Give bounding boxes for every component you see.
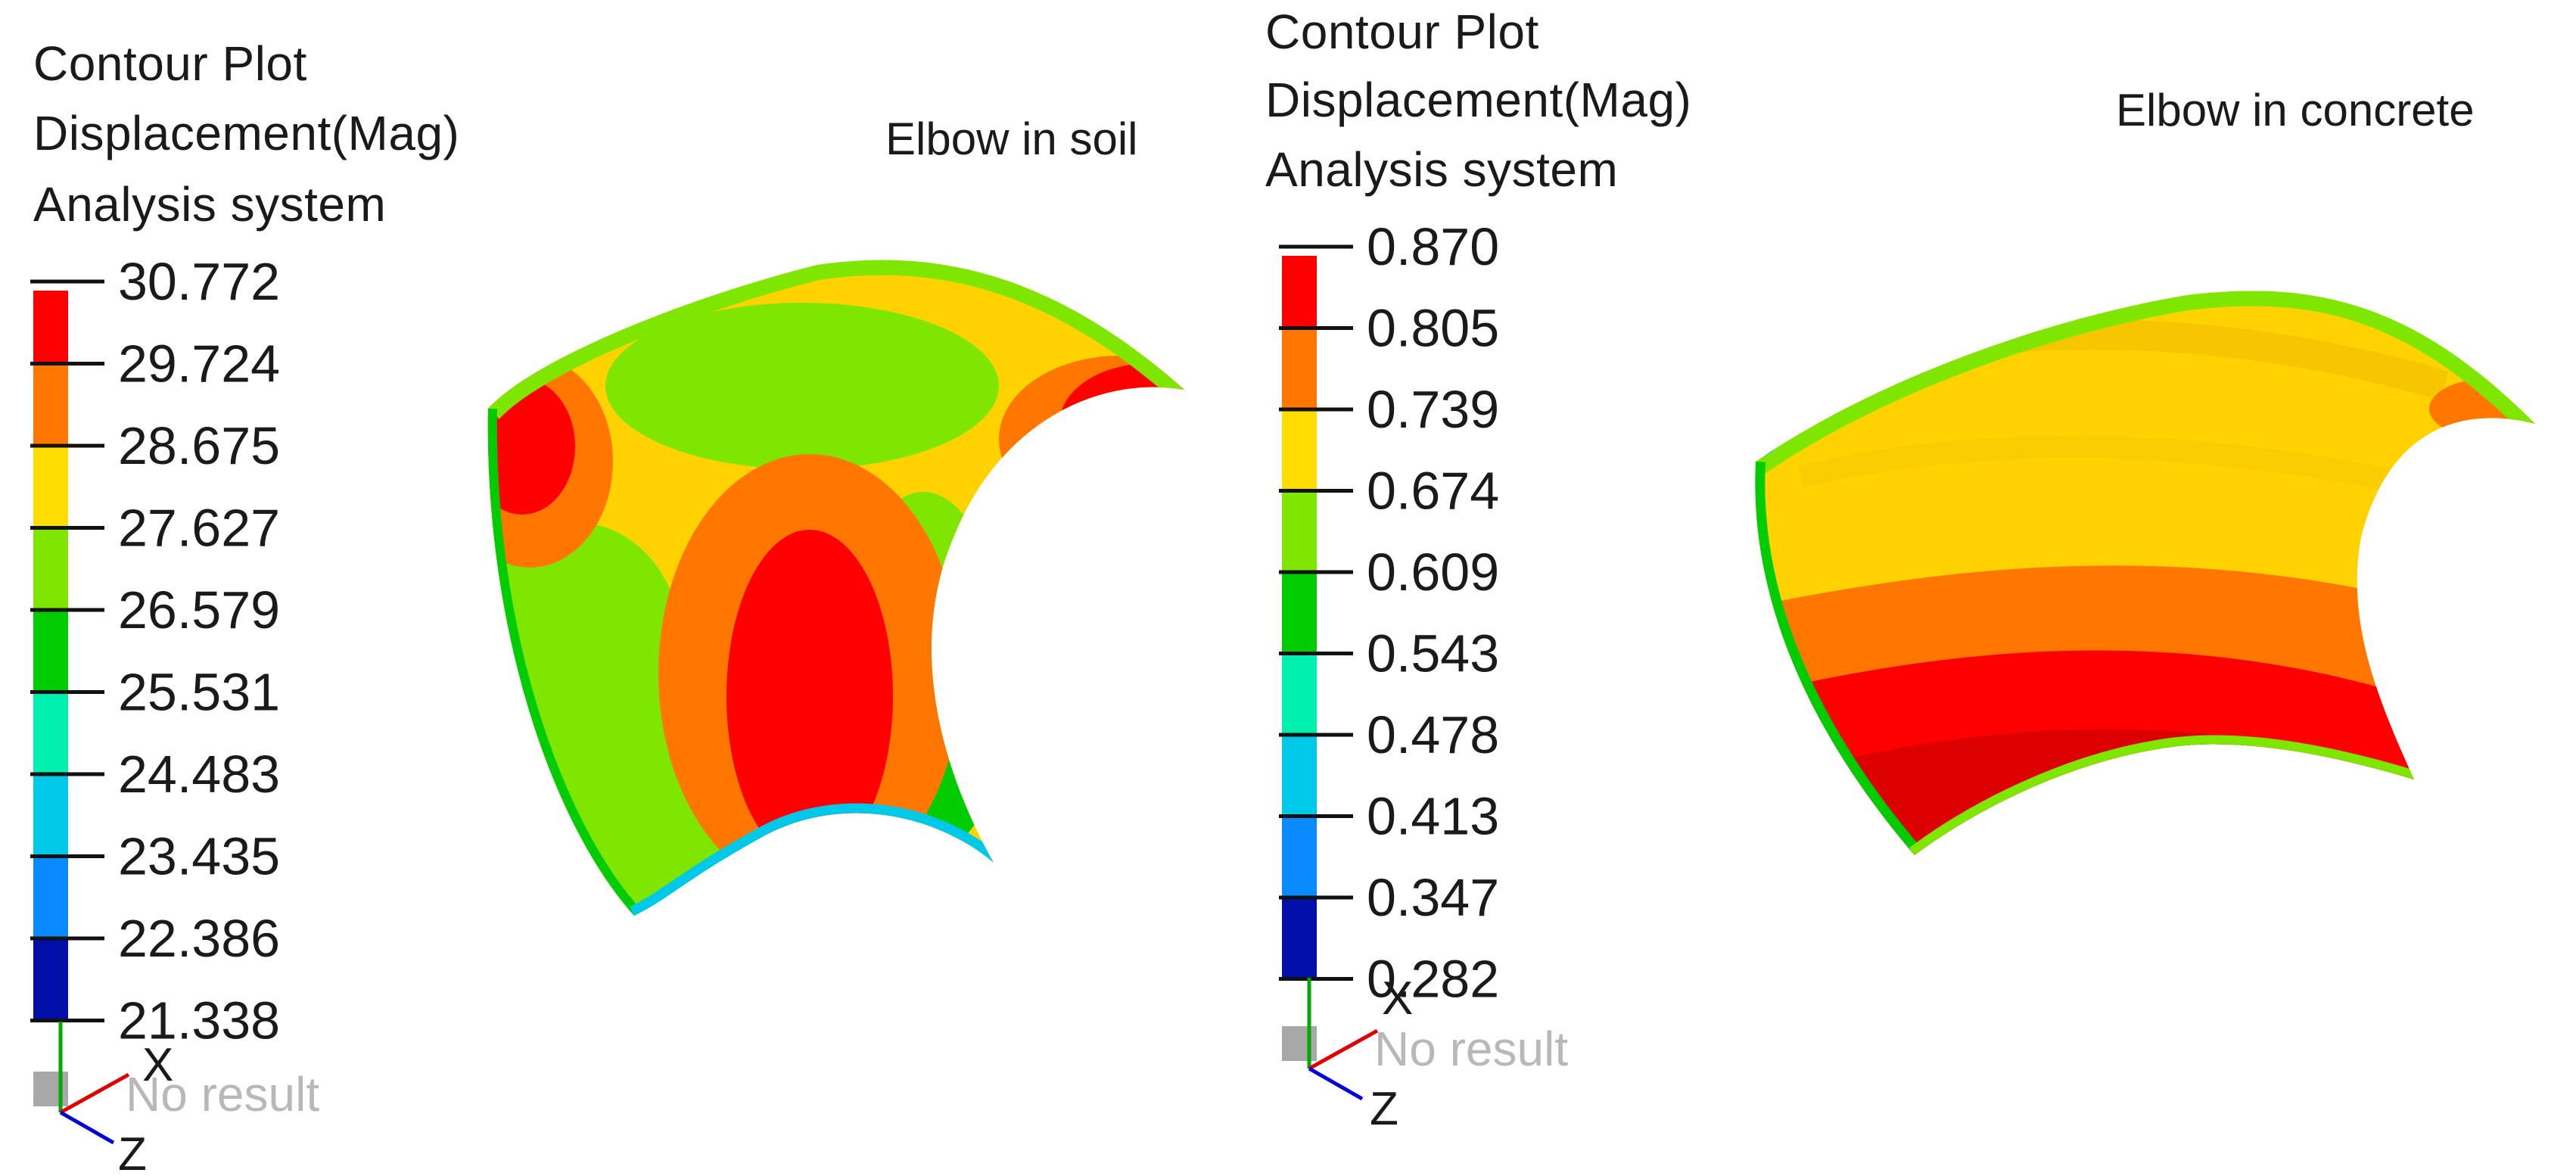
legend-color-band bbox=[1282, 653, 1317, 735]
triad-x-label: X bbox=[1382, 972, 1413, 1025]
legend-value-label: 30.772 bbox=[118, 252, 280, 311]
legend-value-label: 26.579 bbox=[118, 580, 280, 639]
legend-value-label: 23.435 bbox=[118, 827, 280, 886]
legend-color-band bbox=[1282, 328, 1317, 409]
legend-value-label: 24.483 bbox=[118, 745, 280, 804]
legend-value-label: 0.413 bbox=[1367, 787, 1499, 846]
legend-value-label: 0.347 bbox=[1367, 868, 1499, 927]
legend-color-band bbox=[1282, 256, 1317, 328]
no-result-label: No result bbox=[1374, 1022, 1568, 1076]
model-title: Elbow in concrete bbox=[2116, 85, 2475, 135]
legend-value-label: 28.675 bbox=[118, 416, 280, 475]
header-coordinate-system: Analysis system bbox=[1265, 142, 1619, 197]
elbow-soil-model bbox=[487, 260, 1184, 916]
elbow-concrete-model bbox=[1755, 291, 2536, 856]
model-title: Elbow in soil bbox=[885, 114, 1138, 164]
legend-color-band bbox=[33, 527, 68, 610]
header-contour-plot: Contour Plot bbox=[1265, 5, 1539, 59]
left-contour-panel: Contour Plot Displacement(Mag) Analysis … bbox=[0, 0, 1279, 1176]
legend-color-band bbox=[1282, 816, 1317, 898]
legend-color-band bbox=[33, 363, 68, 446]
legend-color-band bbox=[33, 446, 68, 528]
legend-value-label: 0.870 bbox=[1367, 217, 1499, 276]
legend-color-band bbox=[33, 774, 68, 857]
legend-color-band bbox=[1282, 898, 1317, 979]
legend-color-band bbox=[1282, 490, 1317, 572]
legend-value-label: 25.531 bbox=[118, 663, 280, 722]
legend-color-band bbox=[1282, 409, 1317, 491]
triad-z-label: Z bbox=[118, 1128, 147, 1176]
legend-value-label: 0.739 bbox=[1367, 380, 1499, 439]
axis-triad-icon: X Z bbox=[1307, 972, 1413, 1135]
contour-legend: 30.772 29.724 28.675 27.627 26.579 25.531 24.4… bbox=[30, 252, 319, 1176]
legend-color-band bbox=[33, 938, 68, 1021]
legend-value-label: 0.609 bbox=[1367, 543, 1499, 602]
header-coordinate-system: Analysis system bbox=[33, 177, 387, 232]
no-result-swatch bbox=[33, 1072, 68, 1106]
legend-color-band bbox=[1282, 572, 1317, 654]
no-result-label: No result bbox=[126, 1067, 319, 1122]
header-contour-plot: Contour Plot bbox=[33, 36, 307, 91]
legend-value-label: 0.478 bbox=[1367, 705, 1499, 764]
contour-legend: 0.870 0.805 0.739 0.674 0.609 0.543 0.478 0.413… bbox=[1279, 217, 1568, 1135]
header-result-type: Displacement(Mag) bbox=[33, 106, 460, 160]
triad-x-label: X bbox=[142, 1039, 173, 1091]
legend-value-label: 21.338 bbox=[118, 991, 280, 1050]
legend-color-band bbox=[33, 692, 68, 774]
legend-value-label: 0.805 bbox=[1367, 299, 1499, 358]
legend-value-label: 29.724 bbox=[118, 334, 280, 394]
legend-color-band bbox=[33, 856, 68, 938]
legend-value-label: 27.627 bbox=[118, 499, 280, 558]
legend-color-band bbox=[33, 291, 68, 364]
legend-value-label: 22.386 bbox=[118, 909, 280, 968]
legend-color-band bbox=[33, 610, 68, 692]
axis-triad-icon: X Z bbox=[58, 1022, 173, 1176]
header-result-type: Displacement(Mag) bbox=[1265, 73, 1692, 127]
legend-value-label: 0.543 bbox=[1367, 624, 1499, 683]
triad-z-label: Z bbox=[1370, 1083, 1398, 1135]
legend-value-label: 0.282 bbox=[1367, 950, 1499, 1009]
right-contour-panel: Contour Plot Displacement(Mag) Analysis … bbox=[1265, 0, 2576, 1176]
no-result-swatch bbox=[1282, 1026, 1317, 1061]
legend-color-band bbox=[1282, 735, 1317, 817]
legend-value-label: 0.674 bbox=[1367, 462, 1499, 521]
